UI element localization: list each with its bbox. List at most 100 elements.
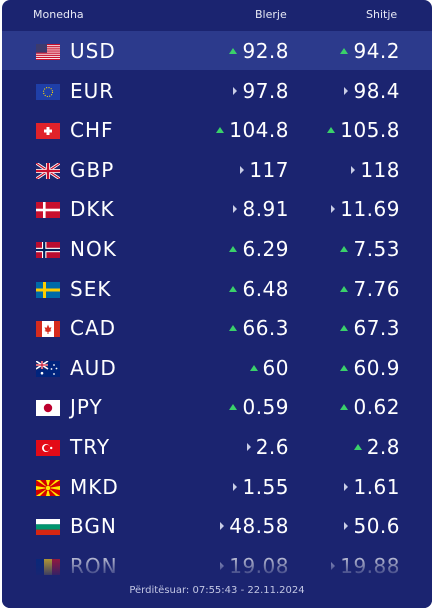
jp-flag-icon [36, 400, 60, 417]
header-currency: Monedha [33, 8, 84, 21]
currency-code: DKK [70, 197, 115, 222]
buy-rate: 0.59 [169, 395, 289, 419]
trend-up-icon [340, 404, 349, 411]
buy-rate-value: 1.55 [242, 474, 289, 499]
rate-row-bgn: BGN 48.58 50.6 [2, 506, 432, 545]
trend-up-icon [340, 285, 349, 292]
buy-rate: 6.48 [169, 277, 289, 301]
currency-code: MKD [70, 474, 119, 499]
buy-rate: 92.8 [169, 39, 289, 63]
buy-rate: 48.58 [169, 514, 289, 538]
buy-rate-value: 92.8 [242, 39, 289, 63]
sell-rate-value: 94.2 [353, 39, 400, 63]
gb-flag-icon [36, 162, 60, 179]
trend-up-icon [229, 325, 238, 332]
rate-row-gbp: GBP 117 118 [2, 150, 432, 189]
buy-rate-value: 8.91 [242, 197, 289, 222]
sell-rate-value: 105.8 [340, 118, 400, 143]
trend-up-icon [327, 127, 336, 134]
trend-up-icon [249, 364, 258, 371]
trend-flat-icon [233, 86, 238, 95]
buy-rate-value: 6.29 [242, 237, 289, 261]
trend-up-icon [340, 246, 349, 252]
sell-rate-value: 67.3 [353, 316, 400, 341]
rate-row-nok: NOK 6.29 7.53 [2, 229, 432, 268]
rate-row-aud: AUD 60 60.9 [2, 348, 432, 387]
dk-flag-icon [36, 202, 60, 219]
buy-rate: 6.29 [169, 237, 289, 261]
last-updated: Përditësuar: 07:55:43 - 22.11.2024 [129, 585, 305, 596]
sell-rate-value: 50.6 [353, 514, 400, 539]
sell-rate: 118 [290, 158, 400, 182]
trend-up-icon [216, 127, 225, 134]
rate-row-mkd: MKD 1.55 1.61 [2, 467, 432, 506]
buy-rate-value: 117 [249, 157, 289, 182]
sell-rate: 50.6 [290, 514, 400, 538]
sell-rate-value: 98.4 [353, 78, 400, 103]
sell-rate: 11.69 [290, 197, 400, 221]
currency-code: SEK [70, 276, 112, 301]
sell-rate: 2.8 [290, 435, 400, 459]
currency-code: NOK [70, 237, 117, 261]
sell-rate-value: 0.62 [353, 395, 400, 420]
ca-flag-icon [36, 321, 60, 338]
se-flag-icon [36, 281, 60, 298]
buy-rate: 66.3 [169, 316, 289, 340]
header-sell: Shitje [366, 8, 398, 21]
sell-rate: 60.9 [290, 356, 400, 380]
trend-up-icon [229, 404, 238, 411]
sell-rate: 94.2 [290, 39, 400, 63]
sell-rate-value: 7.53 [353, 237, 400, 261]
header-buy: Blerje [255, 8, 287, 21]
sell-rate-value: 2.8 [366, 435, 400, 459]
trend-up-icon [353, 444, 362, 450]
buy-rate-value: 60 [262, 355, 289, 380]
currency-code: CAD [70, 316, 117, 341]
trend-flat-icon [344, 86, 349, 95]
trend-flat-icon [344, 482, 349, 491]
rate-row-cad: CAD 66.3 67.3 [2, 308, 432, 347]
mk-flag-icon [36, 479, 60, 496]
rate-row-try: TRY 2.6 2.8 [2, 427, 432, 466]
eu-flag-icon [36, 83, 60, 100]
sell-rate-value: 7.76 [353, 276, 400, 301]
buy-rate: 60 [169, 356, 289, 380]
currency-code: TRY [70, 435, 111, 459]
currency-code: USD [70, 39, 116, 63]
sell-rate: 105.8 [290, 118, 400, 142]
buy-rate: 117 [169, 158, 289, 182]
sell-rate: 0.62 [290, 395, 400, 419]
sell-rate-value: 118 [360, 157, 400, 182]
no-flag-icon [36, 242, 60, 258]
buy-rate-value: 97.8 [242, 78, 289, 103]
sell-rate-value: 11.69 [340, 197, 400, 222]
rate-row-chf: CHF 104.8 105.8 [2, 110, 432, 149]
trend-flat-icon [351, 165, 356, 174]
currency-code: GBP [70, 157, 115, 182]
trend-flat-icon [233, 205, 238, 214]
trend-flat-icon [233, 482, 238, 491]
currency-code: EUR [70, 78, 115, 103]
trend-flat-icon [344, 522, 349, 531]
sell-rate-value: 1.61 [353, 474, 400, 499]
ch-flag-icon [36, 123, 60, 140]
tr-flag-icon [36, 440, 60, 456]
buy-rate-value: 6.48 [242, 276, 289, 301]
buy-rate: 104.8 [169, 118, 289, 142]
buy-rate-value: 104.8 [229, 118, 289, 143]
trend-flat-icon [220, 522, 225, 531]
currency-code: BGN [70, 514, 117, 539]
buy-rate-value: 66.3 [242, 316, 289, 341]
buy-rate: 1.55 [169, 475, 289, 499]
currency-code: AUD [70, 355, 117, 380]
buy-rate-value: 0.59 [242, 395, 289, 420]
trend-flat-icon [246, 443, 251, 451]
rate-row-dkk: DKK 8.91 11.69 [2, 189, 432, 228]
bottom-fade [2, 548, 432, 608]
rate-row-eur: EUR 97.8 98.4 [2, 71, 432, 110]
buy-rate: 97.8 [169, 79, 289, 103]
trend-flat-icon [331, 205, 336, 214]
trend-up-icon [340, 364, 349, 371]
sell-rate: 67.3 [290, 316, 400, 340]
